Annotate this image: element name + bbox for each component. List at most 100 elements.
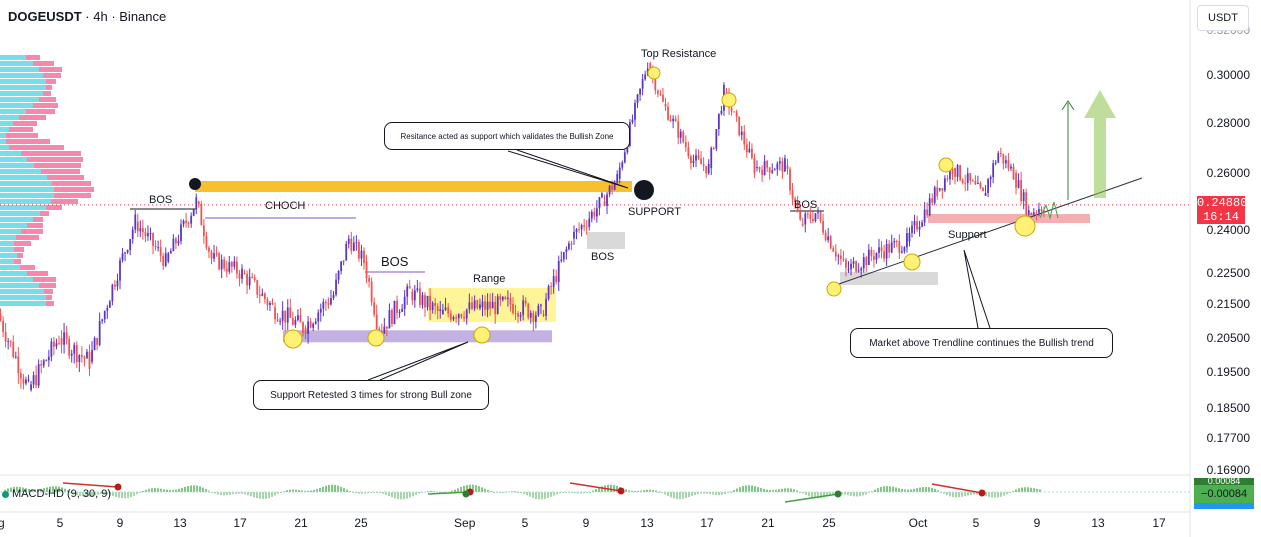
candle-body	[258, 294, 261, 296]
candle-body	[501, 296, 504, 300]
candle-body	[987, 179, 989, 193]
divergence-line	[62, 482, 119, 488]
macd-bar	[307, 490, 309, 492]
candle-body	[47, 356, 50, 361]
divergence-dot	[834, 490, 842, 498]
volume-profile-bar	[44, 289, 53, 294]
candle-body	[368, 278, 370, 282]
candle-body	[903, 247, 906, 252]
candle-body	[893, 241, 896, 243]
macd-bar	[322, 486, 324, 492]
candle-body	[1010, 166, 1012, 169]
candle-body	[491, 301, 494, 309]
candle-body	[611, 185, 614, 190]
macd-bar	[118, 492, 120, 498]
symbol-title[interactable]: DOGEUSDT · 4h · Binance	[8, 9, 166, 24]
candle-body	[309, 321, 312, 328]
volume-profile-bar	[0, 145, 9, 150]
candle-body	[223, 259, 226, 269]
candle-body	[73, 345, 76, 354]
candle-body	[570, 243, 573, 245]
candle-body	[542, 314, 545, 316]
volume-profile-bar	[33, 217, 43, 222]
macd-bar	[763, 488, 765, 492]
bos-label: BOS	[794, 199, 817, 211]
macd-bar	[172, 489, 174, 492]
macd-bar	[889, 486, 891, 492]
candle-body	[332, 294, 335, 299]
candle-body	[136, 221, 139, 232]
candle-body	[679, 131, 682, 138]
candle-body	[534, 315, 537, 322]
macd-bar	[994, 492, 996, 498]
macd-bar	[814, 492, 816, 499]
candle-body	[352, 242, 355, 251]
x-tick-label: 9	[583, 516, 590, 530]
candle-body	[398, 311, 401, 313]
bos-label: BOS	[591, 251, 614, 263]
macd-bar	[442, 492, 444, 493]
macd-bar	[109, 492, 111, 496]
volume-profile-bar	[16, 235, 39, 240]
candle-body	[317, 312, 320, 322]
macd-bar	[772, 489, 774, 492]
macd-bar	[124, 492, 126, 499]
candle-body	[463, 317, 465, 319]
candle-body	[971, 180, 974, 182]
macd-bar	[334, 484, 336, 492]
macd-bar	[55, 486, 57, 492]
candle-body	[720, 110, 723, 114]
candle-body	[37, 364, 40, 386]
macd-bar	[214, 492, 216, 494]
candle-body	[936, 187, 939, 197]
candle-body	[457, 314, 460, 319]
macd-bar	[832, 492, 834, 496]
candle-body	[555, 276, 558, 283]
candle-body	[585, 226, 588, 228]
macd-bar	[757, 487, 759, 492]
macd-bar	[250, 492, 252, 497]
macd-bar	[91, 492, 93, 496]
macd-bar	[664, 492, 666, 495]
candle-body	[636, 94, 639, 103]
candle-body	[946, 178, 949, 180]
candle-body	[888, 243, 891, 253]
highlight-circle	[721, 92, 737, 108]
macd-bar	[856, 492, 858, 497]
candle-body	[618, 167, 621, 179]
macd-bar	[541, 492, 543, 500]
note-trendline: Market above Trendline continues the Bul…	[850, 328, 1113, 358]
macd-bar	[406, 492, 408, 499]
macd-bar	[217, 492, 219, 495]
macd-bar	[220, 492, 222, 496]
currency-button[interactable]: USDT	[1197, 5, 1249, 31]
candle-body	[455, 317, 458, 319]
macd-bar	[952, 492, 954, 498]
macd-bar	[100, 492, 102, 495]
macd-bar	[238, 492, 240, 494]
macd-bar	[7, 488, 9, 492]
candle-body	[358, 242, 360, 259]
projection-path	[1039, 201, 1059, 220]
macd-bar	[1021, 487, 1023, 492]
macd-bar	[784, 488, 786, 492]
x-tick-label: ug	[0, 516, 5, 530]
candle-body	[590, 211, 593, 219]
macd-bar	[667, 492, 669, 496]
candle-body	[656, 90, 659, 94]
macd-legend[interactable]: MACD-HD (9, 30, 9)	[2, 488, 111, 500]
volume-profile-bar	[0, 277, 33, 282]
macd-bar	[946, 492, 948, 496]
candle-body	[421, 295, 424, 305]
candle-body	[253, 277, 256, 280]
x-tick-label: 25	[822, 516, 836, 530]
candle-body	[583, 225, 586, 227]
macd-bar	[34, 489, 36, 492]
macd-bar	[37, 489, 39, 492]
macd-bar	[781, 488, 783, 492]
title-separator: ·	[81, 9, 94, 24]
macd-bar	[862, 492, 864, 496]
macd-bar	[595, 489, 597, 492]
macd-visibility-dot[interactable]	[2, 490, 9, 498]
